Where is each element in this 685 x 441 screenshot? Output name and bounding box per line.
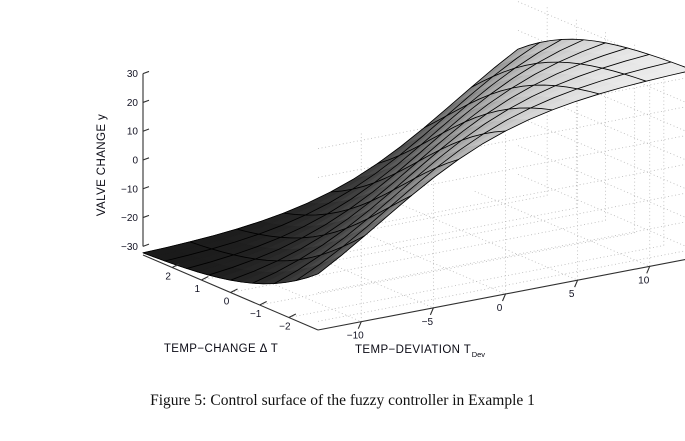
surface-plot: 30 20 10 0 −10 −20 −30 2 1 0 −1 −2 −10 −5 0 5 10 VALVE CH…	[96, 1, 685, 359]
x-tick-label: 2	[165, 272, 171, 283]
y-axis-title-subscript: Dev	[472, 350, 486, 359]
x-tick-label: −1	[250, 309, 262, 320]
mesh-line-y	[330, 130, 506, 193]
gridline-z2	[317, 164, 685, 236]
gridline-floor-x	[230, 220, 606, 293]
mesh-line-y	[236, 194, 412, 239]
y-tick	[357, 321, 362, 329]
mesh-line-y	[189, 235, 366, 262]
gridline-z2	[317, 106, 685, 178]
gridline-floor-x	[201, 207, 577, 281]
z-tick-label: 20	[127, 98, 139, 109]
x-tick	[259, 301, 267, 306]
y-tick	[501, 293, 507, 302]
z-tick-label: −10	[121, 184, 138, 195]
mesh-line-y	[424, 84, 600, 129]
y-tick	[646, 266, 651, 274]
y-tick-label: −5	[422, 317, 434, 328]
gridline-floor-y	[402, 204, 578, 281]
mesh-line-y	[142, 252, 319, 285]
y-tick	[574, 279, 579, 288]
x-tick-label: 1	[195, 284, 201, 295]
z-tick	[142, 70, 150, 75]
y-tick-label: 10	[638, 275, 650, 286]
y-axis-title: TEMP−DEVIATION T Dev	[355, 344, 485, 359]
gridline-z	[517, 173, 685, 247]
x-axis-title: TEMP−CHANGE Δ T	[164, 343, 278, 355]
gridline-z	[517, 116, 685, 189]
z-tick-label: 10	[127, 127, 139, 138]
z-tick	[142, 214, 150, 219]
z-tick-label: −20	[121, 213, 138, 224]
z-tick-label: 0	[132, 156, 138, 167]
mesh-line-y	[470, 61, 647, 88]
mesh-line-y	[377, 107, 553, 165]
gridline-z2	[317, 221, 685, 293]
figure-caption: Figure 5: Control surface of the fuzzy c…	[150, 392, 535, 409]
surface-wireframe	[142, 38, 685, 285]
x-tick	[230, 288, 238, 293]
x-tick-label: 0	[224, 297, 230, 308]
y-axis-line	[317, 258, 685, 331]
gridline-z	[517, 30, 685, 103]
y-tick-label: −10	[347, 331, 364, 342]
mesh-line-y	[517, 38, 685, 68]
z-tick	[142, 186, 150, 190]
gridline-z	[517, 58, 685, 132]
x-tick-label: −2	[279, 322, 291, 333]
surface-mesh	[141, 38, 685, 285]
mesh-line-y	[283, 158, 459, 216]
gridline-z	[517, 87, 685, 161]
gridline-floor-y	[186, 246, 362, 323]
z-axis-title: VALVE CHANGE y	[96, 114, 108, 216]
gridline-floor-y	[258, 232, 434, 309]
gridline-z	[517, 145, 685, 218]
z-tick	[142, 99, 150, 103]
y-tick-label: 0	[497, 303, 503, 314]
z-tick	[142, 157, 150, 161]
x-tick	[171, 263, 180, 268]
z-tick-label: −30	[121, 242, 138, 253]
y-axis-title-main: TEMP−DEVIATION T	[355, 344, 471, 356]
z-tick	[142, 243, 150, 247]
gridline-floor-y	[330, 218, 506, 295]
y-tick	[429, 307, 434, 316]
gridline-z2	[317, 250, 685, 322]
x-tick	[201, 276, 209, 281]
z-tick	[142, 128, 150, 132]
gridline-floor-y	[474, 190, 650, 267]
gridline-z2	[317, 192, 685, 265]
gridline-z2	[317, 135, 685, 207]
y-tick-label: 5	[569, 289, 575, 300]
x-tick	[288, 313, 297, 318]
z-tick-label: 30	[127, 69, 139, 80]
